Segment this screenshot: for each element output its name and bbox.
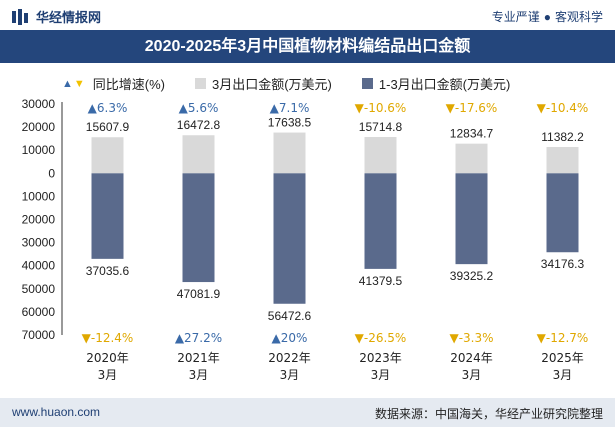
bar-cumulative bbox=[364, 173, 397, 269]
chart-legend: ▲ ▼ 同比增速(%) 3月出口金额(万美元) 1-3月出口金额(万美元) bbox=[62, 74, 540, 93]
data-label-march: 12834.7 bbox=[450, 127, 494, 141]
bar-cumulative bbox=[273, 173, 306, 304]
bar-march bbox=[455, 143, 488, 174]
triangle-down-icon: ▼ bbox=[73, 77, 85, 90]
y-tick-label: 20000 bbox=[22, 120, 56, 134]
y-tick-label: 0 bbox=[48, 166, 55, 180]
legend-march: 3月出口金额(万美元) bbox=[195, 74, 332, 93]
data-label-march: 11382.2 bbox=[541, 130, 584, 144]
footer-source: 数据来源：中国海关，华经产业研究院整理 bbox=[374, 407, 603, 421]
y-tick-label: 70000 bbox=[22, 328, 56, 342]
growth-label-cumulative: ▼-3.3% bbox=[449, 331, 493, 345]
x-tick-label-month: 3月 bbox=[98, 368, 118, 382]
bar-march bbox=[546, 147, 579, 174]
bar-march bbox=[91, 137, 124, 174]
bar-march bbox=[273, 132, 306, 174]
legend-cumulative: 1-3月出口金额(万美元) bbox=[361, 74, 511, 93]
growth-label-march: ▼-10.4% bbox=[537, 101, 589, 115]
growth-label-march: ▲7.1% bbox=[270, 101, 310, 115]
x-tick-label-month: 3月 bbox=[189, 368, 209, 382]
x-tick-label-year: 2024年 bbox=[450, 351, 493, 365]
growth-label-cumulative: ▼-12.7% bbox=[537, 331, 589, 345]
x-tick-label-year: 2021年 bbox=[177, 351, 220, 365]
bar-cumulative bbox=[455, 173, 488, 265]
growth-label-cumulative: ▼-26.5% bbox=[355, 331, 407, 345]
growth-label-march: ▲6.3% bbox=[88, 101, 128, 115]
data-label-cumulative: 37035.6 bbox=[86, 264, 130, 278]
brand: 华经情报网 bbox=[12, 7, 101, 26]
bar-cumulative bbox=[546, 173, 579, 253]
data-label-cumulative: 56472.6 bbox=[268, 309, 312, 323]
top-bar: 华经情报网 专业严谨 ● 客观科学 bbox=[0, 0, 615, 30]
bar-cumulative bbox=[182, 173, 215, 283]
legend-cumulative-label: 1-3月出口金额(万美元) bbox=[378, 77, 511, 92]
triangle-up-icon: ▲ bbox=[62, 77, 73, 90]
growth-label-cumulative: ▼-12.4% bbox=[82, 331, 134, 345]
x-tick-label-month: 3月 bbox=[462, 368, 482, 382]
x-tick-label-year: 2025年 bbox=[541, 351, 584, 365]
separator-dot-icon: ● bbox=[543, 10, 551, 24]
data-label-cumulative: 41379.5 bbox=[359, 274, 403, 288]
tagline-right: 客观科学 bbox=[554, 10, 603, 24]
x-tick-label-year: 2023年 bbox=[359, 351, 402, 365]
y-tick-label: 30000 bbox=[22, 236, 56, 250]
footer: www.huaon.com 数据来源：中国海关，华经产业研究院整理 bbox=[0, 398, 615, 427]
y-tick-label: 30000 bbox=[22, 97, 56, 111]
x-tick-label-year: 2020年 bbox=[86, 351, 129, 365]
brand-name: 华经情报网 bbox=[36, 10, 102, 25]
data-label-cumulative: 34176.3 bbox=[541, 257, 585, 271]
bar-march bbox=[182, 135, 215, 174]
legend-march-label: 3月出口金额(万美元) bbox=[212, 77, 332, 92]
x-tick-label-month: 3月 bbox=[553, 368, 573, 382]
bar-march bbox=[364, 136, 397, 174]
data-label-cumulative: 39325.2 bbox=[450, 269, 494, 283]
tagline: 专业严谨 ● 客观科学 bbox=[492, 8, 603, 25]
bar-chart: 30000 20000 10000 0 10000 20000 30000 40000 5000… bbox=[22, 97, 589, 382]
y-tick-label: 20000 bbox=[22, 213, 56, 227]
growth-label-march: ▼-17.6% bbox=[446, 101, 498, 115]
tagline-left: 专业严谨 bbox=[491, 10, 540, 24]
y-tick-label: 60000 bbox=[22, 305, 56, 319]
footer-site: www.huaon.com bbox=[12, 405, 101, 419]
y-tick-label: 40000 bbox=[22, 259, 56, 273]
bar-cumulative bbox=[91, 173, 124, 259]
growth-label-cumulative: ▲27.2% bbox=[175, 331, 222, 345]
legend-march-swatch bbox=[195, 78, 206, 89]
data-label-march: 16472.8 bbox=[177, 118, 221, 132]
y-tick-label: 50000 bbox=[22, 282, 56, 296]
growth-label-march: ▲5.6% bbox=[179, 101, 219, 115]
legend-growth: ▲ ▼ 同比增速(%) bbox=[62, 74, 165, 93]
data-label-cumulative: 47081.9 bbox=[177, 287, 221, 301]
x-tick-label-year: 2022年 bbox=[268, 351, 311, 365]
y-tick-label: 10000 bbox=[22, 143, 56, 157]
y-tick-label: 10000 bbox=[22, 189, 56, 203]
legend-cumulative-swatch bbox=[361, 78, 373, 89]
legend-growth-label: 同比增速(%) bbox=[92, 77, 165, 92]
data-label-march: 15714.8 bbox=[359, 120, 403, 134]
growth-label-march: ▼-10.6% bbox=[355, 101, 407, 115]
brand-logo-icon bbox=[12, 8, 28, 25]
data-label-march: 17638.5 bbox=[268, 116, 312, 130]
x-tick-label-month: 3月 bbox=[371, 368, 391, 382]
x-tick-label-month: 3月 bbox=[280, 368, 300, 382]
chart-title: 2020-2025年3月中国植物材料编结品出口金额 bbox=[0, 30, 615, 63]
growth-label-cumulative: ▲20% bbox=[272, 331, 308, 345]
data-label-march: 15607.9 bbox=[86, 120, 130, 134]
